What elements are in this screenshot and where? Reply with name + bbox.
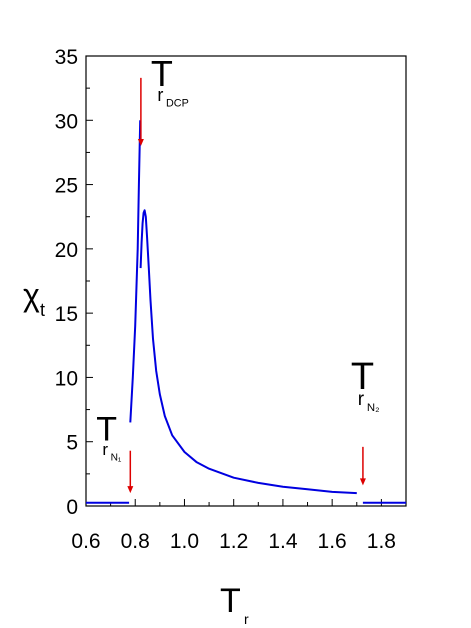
y-axis-label-sub: t (40, 300, 45, 320)
annotation-arrow-head (137, 139, 144, 146)
annotation-label: T (151, 53, 173, 94)
series-line-segment (129, 120, 142, 423)
annotation-label: T (351, 356, 374, 398)
x-axis-label: T r (220, 582, 249, 627)
tick-labels: 0.6 0.8 1.0 1.2 1.4 1.6 1.8 0 5 10 15 20 25 30 35 (55, 46, 396, 553)
x-tick-label: 1.6 (318, 530, 347, 553)
x-axis-label-sub: r (244, 611, 249, 627)
annotation-arrow-head (127, 486, 134, 494)
series-layer (86, 120, 406, 504)
x-tick-label: 0.6 (71, 530, 100, 553)
x-tick-label: 1.0 (170, 530, 199, 553)
y-tick-label: 5 (66, 432, 78, 455)
y-tick-label: 25 (55, 175, 78, 198)
x-tick-label: 1.8 (367, 530, 396, 553)
annotation-sub: r (102, 440, 108, 459)
annotation-n2: Tr N₂ (351, 356, 380, 486)
annotation-n1: Tr N₁ (96, 411, 134, 494)
annotation-subsub: N₁ (111, 452, 122, 463)
y-axis-label-main: χ (23, 277, 40, 313)
y-tick-label: 30 (55, 110, 78, 133)
y-tick-label: 35 (55, 46, 78, 69)
y-tick-label: 0 (66, 496, 78, 519)
series-line-segment (139, 209, 357, 495)
annotation-subsub: DCP (166, 98, 189, 110)
annotation-label: T (96, 411, 117, 449)
axis-ticks (85, 55, 382, 507)
y-axis-label: χ t (23, 277, 45, 320)
y-tick-label: 10 (55, 367, 78, 390)
annotation-subsub: N₂ (367, 402, 380, 414)
annotation-dcp: Tr DCP (137, 53, 189, 146)
y-tick-label: 20 (55, 239, 78, 262)
annotation-sub: r (157, 85, 163, 105)
annotation-arrow-head (359, 478, 366, 486)
x-tick-label: 1.4 (268, 530, 298, 553)
x-tick-label: 0.8 (121, 530, 150, 553)
y-tick-label: 15 (55, 303, 78, 326)
x-axis-label-main: T (220, 582, 241, 620)
x-tick-label: 1.2 (219, 530, 248, 553)
annotation-sub: r (358, 389, 365, 410)
